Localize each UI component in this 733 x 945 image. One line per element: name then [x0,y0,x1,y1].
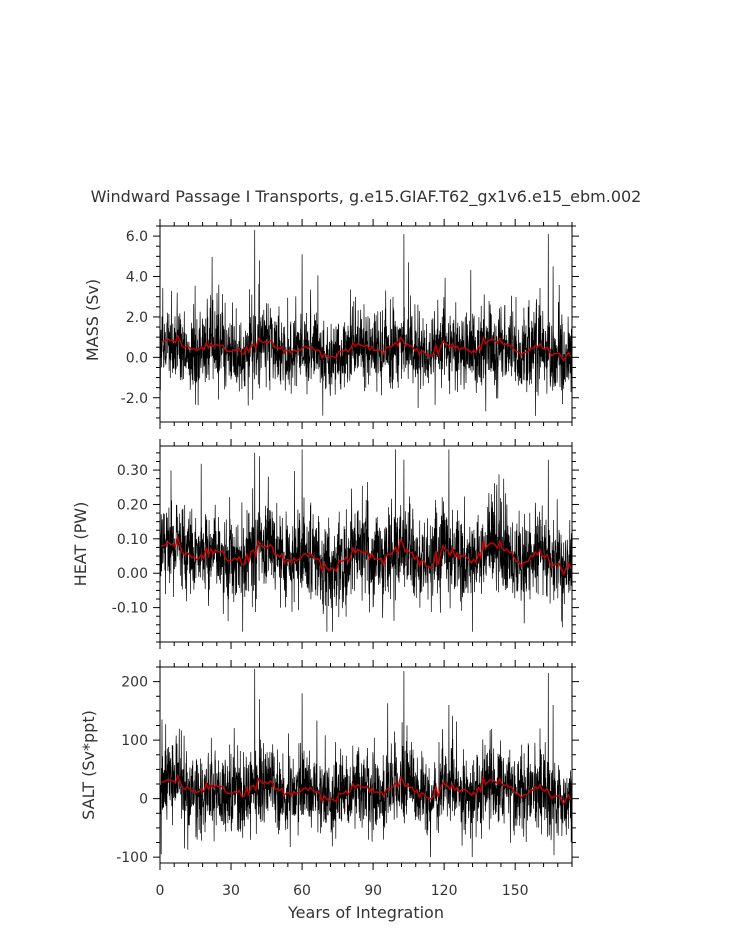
x-tick-label: 150 [502,883,529,899]
y-tick-label: 0.20 [117,497,148,513]
x-tick-label: 90 [364,883,382,899]
x-axis-label: Years of Integration [287,903,444,922]
annual-mean-line [161,334,572,362]
salt-y-axis-label: SALT (Sv*ppt) [79,710,98,820]
annual-mean-line [161,534,572,577]
y-tick-label: 0 [139,792,148,808]
x-tick-label: 0 [156,883,165,899]
y-tick-label: 4.0 [126,270,148,286]
mass-panel: MASS (Sv) 6.0 4.0 2.0 0.0 -2.0 [83,219,579,429]
y-tick-label: 6.0 [126,229,148,245]
plot-frame [159,225,573,423]
chart-title: Windward Passage I Transports, g.e15.GIA… [91,187,642,207]
y-tick-label: 0.10 [117,532,148,548]
monthly-series-line [160,229,572,416]
mass-y-axis-label: MASS (Sv) [83,279,102,361]
monthly-series-line [160,668,572,858]
x-tick-label: 120 [431,883,458,899]
monthly-series-line [160,449,572,632]
y-tick-label: 200 [121,675,148,691]
y-tick-label: 0.0 [126,350,148,366]
heat-panel: HEAT (PW) 0.30 0.20 0.10 0.00 -0.10 [71,439,579,649]
y-tick-label: -0.10 [112,601,148,617]
y-tick-label: 0.30 [117,463,148,479]
x-tick-label: 60 [293,883,311,899]
annual-mean-line [161,773,572,806]
salt-panel: SALT (Sv*ppt) 200 100 0 -100 [79,660,579,870]
heat-y-axis-label: HEAT (PW) [71,502,90,587]
y-tick-label: 2.0 [126,310,148,326]
plot-frame [159,445,573,643]
x-tick-label: 30 [222,883,240,899]
y-tick-label: 0.00 [117,566,148,582]
y-tick-label: 100 [121,733,148,749]
y-tick-label: -100 [116,850,148,866]
y-tick-label: -2.0 [121,391,148,407]
plot-frame [159,666,573,864]
